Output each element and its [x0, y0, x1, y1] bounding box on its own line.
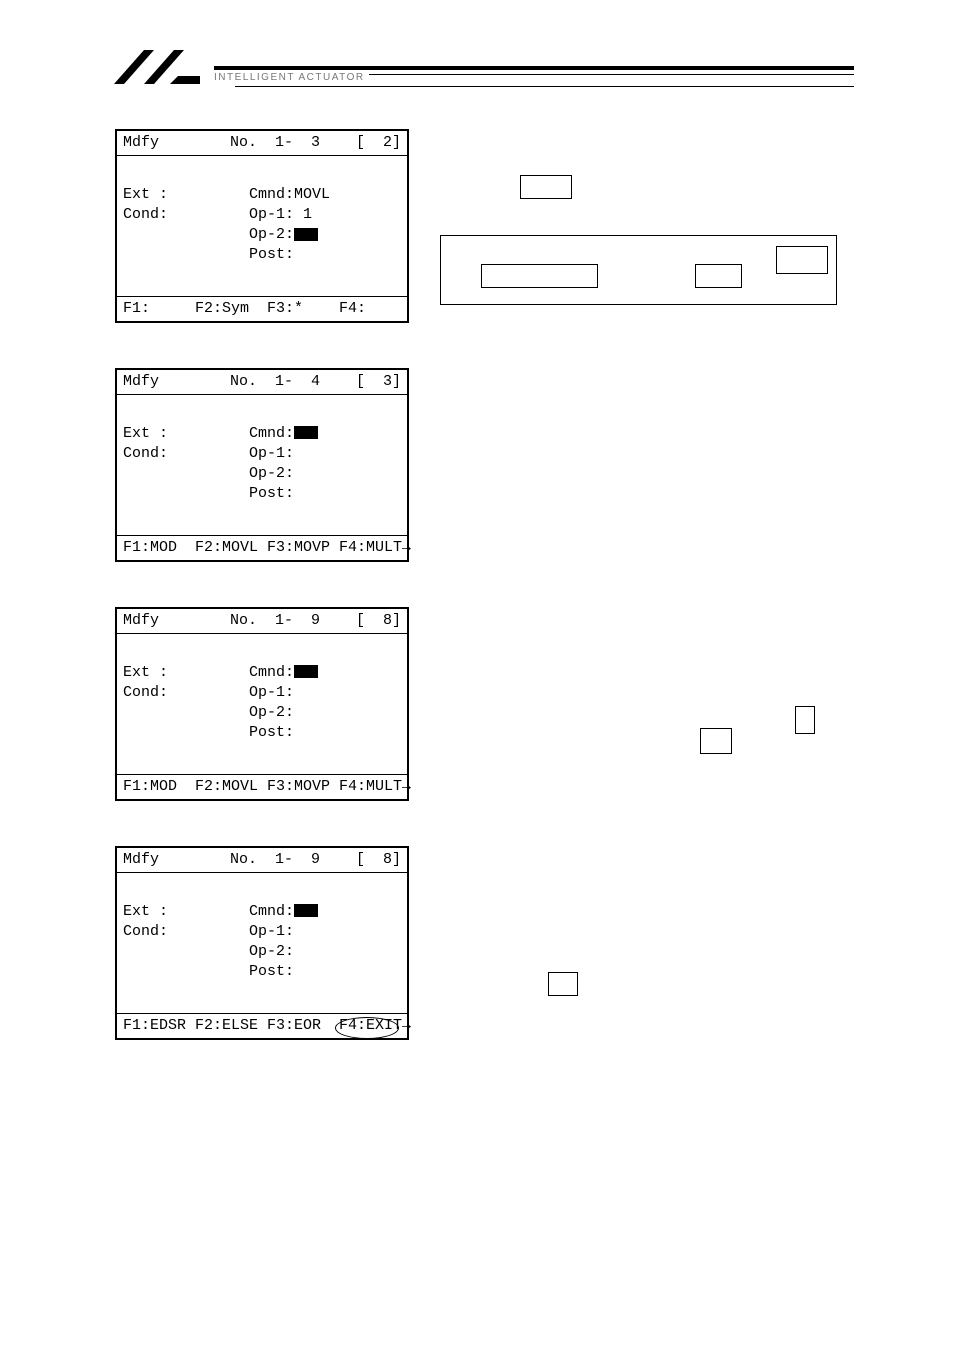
body-l1: Ext : Cmnd:: [123, 664, 294, 681]
footer: F1:MOD F2:MOVL F3:MOVP F4:MULT→: [117, 535, 407, 560]
title-right: No. 1- 4 [ 3]: [230, 372, 401, 392]
cursor-icon: [294, 426, 318, 439]
cursor-icon: [294, 904, 318, 917]
body-l2: Cond: Op-1:: [123, 445, 294, 462]
footer: F1:MOD F2:MOVL F3:MOVP F4:MULT→: [117, 774, 407, 799]
body-l1: Ext : Cmnd:: [123, 425, 294, 442]
body-l3: Op-2:: [123, 465, 294, 482]
title-left: Mdfy: [123, 850, 159, 870]
cursor-icon: [294, 228, 318, 241]
title-left: Mdfy: [123, 372, 159, 392]
body-l3: Op-2:: [123, 704, 294, 721]
logo: [100, 40, 210, 88]
body-l4: Post:: [123, 963, 294, 980]
page-header: INTELLIGENT ACTUATOR: [0, 0, 954, 98]
lcd-screen-1: Mdfy No. 1- 3 [ 2] Ext : Cmnd:MOVL Cond:…: [115, 129, 409, 323]
title-left: Mdfy: [123, 611, 159, 631]
body-l4: Post:: [123, 246, 294, 263]
body-l1: Ext : Cmnd:: [123, 903, 294, 920]
body-l4: Post:: [123, 724, 294, 741]
side-box-3: [795, 706, 815, 734]
body-l2: Cond: Op-1:: [123, 923, 294, 940]
body-l4: Post:: [123, 485, 294, 502]
lcd-screen-4: Mdfy No. 1- 9 [ 8] Ext : Cmnd: Cond: Op-…: [115, 846, 409, 1040]
logo-icon: [100, 40, 210, 88]
lcd-screen-3: Mdfy No. 1- 9 [ 8] Ext : Cmnd: Cond: Op-…: [115, 607, 409, 801]
title-left: Mdfy: [123, 133, 159, 153]
title-right: No. 1- 3 [ 2]: [230, 133, 401, 153]
body-l2: Cond: Op-1: 1: [123, 206, 312, 223]
cursor-icon: [294, 665, 318, 678]
title-right: No. 1- 9 [ 8]: [230, 611, 401, 631]
title-right: No. 1- 9 [ 8]: [230, 850, 401, 870]
side-box-1: [520, 175, 572, 199]
side-box-group: [440, 235, 837, 305]
body-l3: Op-2:: [123, 943, 294, 960]
footer: F1: F2:Sym F3:* F4:: [117, 296, 407, 321]
inner-box-1: [481, 264, 598, 288]
body-l2: Cond: Op-1:: [123, 684, 294, 701]
inner-box-2: [695, 264, 742, 288]
side-box-2: [700, 728, 732, 754]
lcd-screen-2: Mdfy No. 1- 4 [ 3] Ext : Cmnd: Cond: Op-…: [115, 368, 409, 562]
f4-highlight-oval: [335, 1017, 399, 1039]
side-box-4: [548, 972, 578, 996]
inner-box-3: [776, 246, 828, 274]
body-l3: Op-2:: [123, 226, 294, 243]
body-l1: Ext : Cmnd:MOVL: [123, 186, 330, 203]
